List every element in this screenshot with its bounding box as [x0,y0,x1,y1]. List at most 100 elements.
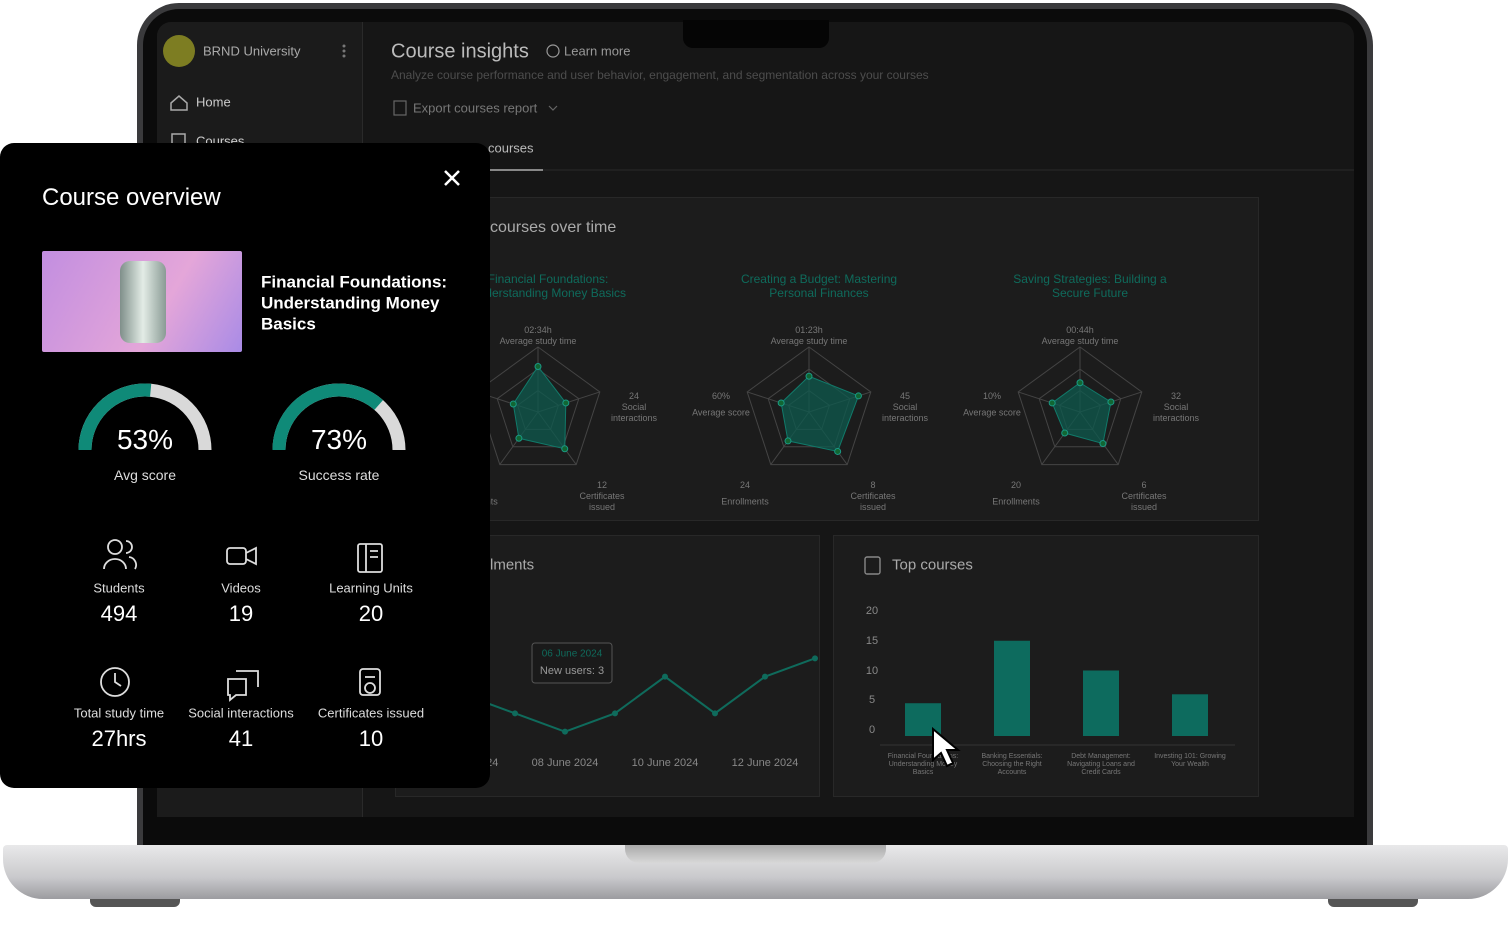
radar-label: Average score [963,407,1021,418]
units-icon [365,544,378,572]
y-tick-label: 5 [868,694,876,707]
radar-ring [1038,368,1122,448]
radar-point [1076,379,1084,387]
radar-shape [512,365,567,450]
card-graphics[interactable] [0,143,490,788]
top-courses-icon [864,556,881,575]
stat-icons [100,539,383,702]
students-icon [103,540,137,570]
y-tick-label: 0 [868,724,876,736]
base-notch [625,845,886,863]
clock-icon [114,673,122,687]
course-name: Financial Foundations: Understanding Mon… [261,272,448,334]
menu-dot [342,44,346,48]
radars [475,346,1143,466]
bar [1172,694,1208,736]
line-point [612,710,618,717]
radar-label: Enrollments [992,496,1040,507]
line-point [512,710,518,717]
stat-value: 27hrs [91,726,147,751]
foot [1328,899,1418,907]
bar [905,703,941,736]
page-title: Course insights [391,40,529,63]
radar-value: 24 [628,391,640,401]
radar-label: Average study time [770,336,848,346]
gauge-label: Success rate [298,467,380,483]
gauge-value-label: 73% [310,424,368,455]
tooltip-date: 06 June 2024 [541,648,603,660]
menu-dot [342,49,346,53]
close-button[interactable] [444,170,460,186]
gauge-value [272,383,383,451]
line-point [562,728,568,735]
x-tick-label: Debt Management: Navigating Loans and Cr… [1067,753,1135,776]
bar [994,640,1030,736]
x-tick-label: Investing 101: Growing Your Wealth [1154,753,1226,768]
radar-point [834,447,842,455]
line [464,657,816,733]
radar-value: 02:34h [524,325,552,335]
stat-label: Students [93,580,145,596]
panel-title: courses over time [490,219,617,236]
social-icon [227,670,259,702]
radar-point [854,392,862,400]
x-tick-label: Financial Foundations: Understanding Mon… [887,753,959,776]
radar-ring [1017,346,1143,466]
money-roll [120,261,166,343]
card-title: Course overview [42,184,221,211]
panel-title: lments [490,556,535,574]
export-button[interactable]: Export courses report [413,100,538,116]
dropdown-icon [548,105,558,111]
radar-label: Average score [692,407,750,418]
radar-label: Average study time [499,336,577,346]
videos-icon [245,546,257,566]
menu-dot [342,54,346,58]
line-point [712,710,718,717]
export-icon [393,100,407,116]
radar-title: Financial Foundations: Understanding Mon… [469,272,627,300]
radar-label: Certificates issued [579,491,625,512]
units-icon [357,543,383,573]
page-subtitle: Analyze course performance and user beha… [391,68,929,82]
stat-label: Videos [221,580,261,596]
radar-ring [746,346,872,466]
radar-title: Saving Strategies: Building a Secure Fut… [1013,272,1167,300]
gauge-value [78,383,152,451]
learn-more-link[interactable]: Learn more [564,43,631,59]
gauge-value-label: 53% [116,424,174,455]
tooltip-box [531,642,613,684]
line-point [662,673,668,680]
y-tick-label: 20 [865,605,879,617]
radar-value: 24 [739,480,751,490]
course-overview-card: Course overview Financial Foundations: Un… [0,143,490,788]
radar-label: Social interactions [881,402,929,423]
radar-ring [496,368,580,448]
radar-value: 45 [899,391,911,401]
x-tick-label: Banking Essentials: Choosing the Right A… [981,753,1043,776]
clock-icon [100,667,130,697]
radar-shape [780,375,860,453]
radar-point [515,434,523,442]
radar-point [1107,398,1115,406]
cert-icon [364,682,376,694]
foot [90,899,180,907]
radar-label: Enrollments [721,496,769,507]
tab[interactable]: courses [488,140,534,156]
radar-value: 00:44h [1066,325,1094,335]
radar-point [509,400,517,408]
stat-value: 10 [358,726,384,751]
stat-value: 20 [358,601,384,626]
radar-point [1048,399,1056,407]
radar-value: 60% [711,391,731,401]
stat-value: 19 [228,601,254,626]
line-point [812,655,818,662]
radar-point [805,372,813,380]
stat-label: Social interactions [188,705,294,721]
bar-panel [833,535,1259,797]
radar-value: 10% [982,391,1002,401]
radar-point [1061,429,1069,437]
radar-point [1099,440,1107,448]
nav-item[interactable]: Home [196,94,231,110]
home-icon [170,95,188,111]
